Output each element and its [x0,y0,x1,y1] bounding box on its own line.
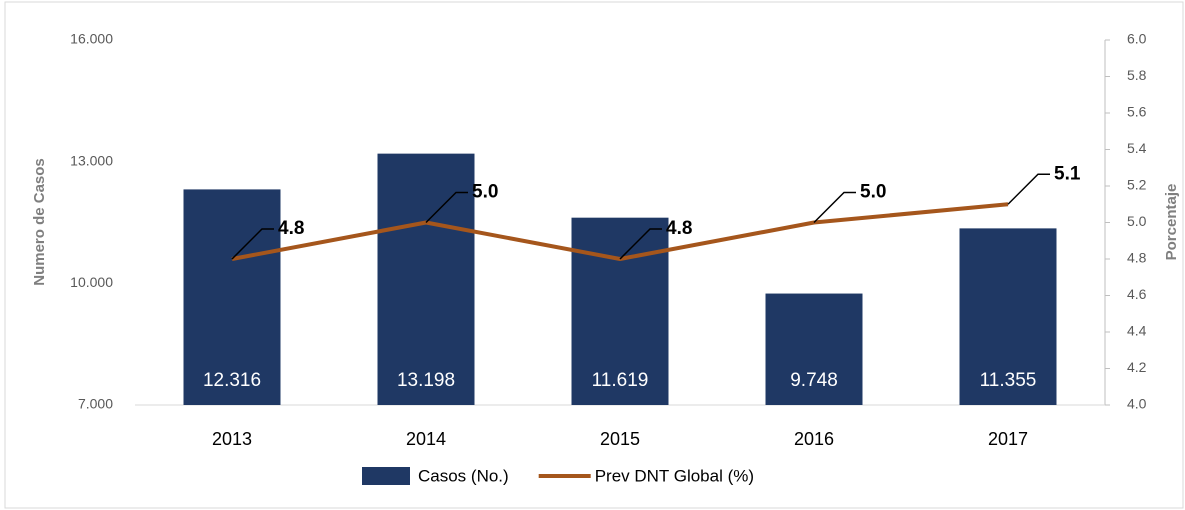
legend-label: Casos (No.) [418,466,509,485]
label-leader [813,191,856,224]
y2-tick-label: 5.4 [1127,140,1147,156]
y2-tick-label: 5.8 [1127,67,1147,83]
bar-value-label: 9.748 [790,370,838,391]
legend-label: Prev DNT Global (%) [595,466,754,485]
y-tick-label: 7.000 [78,396,113,412]
y2-tick-label: 5.6 [1127,104,1147,120]
y-tick-label: 10.000 [70,274,113,290]
y-axis-title: Numero de Casos [31,158,48,286]
bar [765,293,863,405]
y2-tick-label: 5.0 [1127,213,1147,229]
label-leader [425,191,468,224]
line-value-label: 5.0 [472,182,498,203]
y2-tick-label: 4.2 [1127,359,1147,375]
bar-value-label: 11.355 [980,370,1037,391]
x-tick-label: 2017 [988,429,1028,449]
bar-value-label: 11.619 [592,370,649,391]
bar [571,217,669,405]
line-value-label: 4.8 [278,218,304,239]
label-leader [231,228,274,260]
x-tick-label: 2013 [212,429,252,449]
y2-axis-title: Porcentaje [1163,184,1180,261]
y2-tick-label: 4.4 [1127,323,1147,339]
y2-tick-label: 4.6 [1127,286,1147,302]
label-leader [1007,173,1050,205]
x-tick-label: 2015 [600,429,640,449]
line-value-label: 4.8 [666,218,692,239]
y-tick-label: 16.000 [70,31,113,47]
x-tick-label: 2016 [794,429,834,449]
chart-frame [4,1,1184,509]
bar-value-label: 12.316 [203,370,261,391]
y2-tick-label: 4.8 [1127,250,1147,266]
line-value-label: 5.0 [860,182,886,203]
line-value-label: 5.1 [1054,163,1081,184]
y2-tick-label: 6.0 [1127,31,1147,47]
x-tick-label: 2014 [406,429,446,449]
y-tick-label: 13.000 [70,152,113,168]
y2-tick-label: 5.2 [1127,177,1147,193]
bar [959,228,1057,405]
bar [183,189,281,405]
label-leader [619,228,662,260]
legend-swatch [362,467,410,485]
bar [377,153,475,405]
bar-value-label: 13.198 [397,370,455,391]
y2-tick-label: 4.0 [1127,396,1147,412]
